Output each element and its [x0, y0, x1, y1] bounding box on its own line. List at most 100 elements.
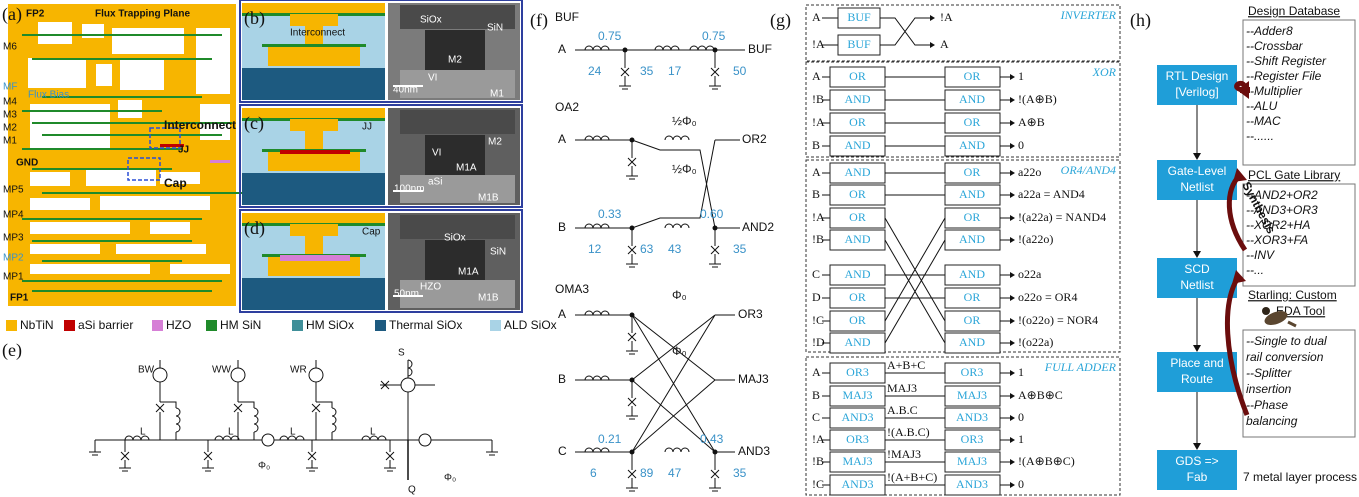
list-item: insertion	[1246, 382, 1292, 396]
wire	[215, 436, 239, 440]
wire	[711, 470, 719, 478]
list-item: --Phase	[1246, 398, 1288, 412]
circuit-label: 43	[668, 242, 682, 256]
section-title: FULL ADDER	[1044, 360, 1117, 374]
shape	[196, 28, 230, 94]
circuit-label: A	[558, 132, 566, 146]
wire	[585, 136, 609, 140]
legend-swatch	[292, 320, 303, 331]
list-item: --Adder8	[1246, 24, 1293, 38]
circuit-label: A	[558, 42, 566, 56]
circuit-label: C	[558, 444, 567, 458]
shape	[32, 240, 192, 242]
wire	[408, 360, 412, 376]
material-label: SiN	[487, 23, 503, 34]
material-label: SiOx	[420, 15, 442, 26]
shape	[210, 160, 230, 163]
circuit-label: OMA3	[555, 282, 589, 296]
wire	[238, 360, 254, 408]
gate-label: AND	[845, 138, 871, 152]
output-label: a22o	[1018, 165, 1041, 179]
phase-shifter	[419, 434, 431, 446]
material-label: SiN	[490, 247, 506, 258]
wire	[628, 158, 636, 166]
wire	[156, 404, 164, 412]
output-label: o22a	[1018, 267, 1042, 281]
input-label: !A	[812, 115, 825, 129]
circuit-label: 50	[733, 64, 747, 78]
wire	[690, 46, 714, 50]
output-label: 1	[1018, 69, 1024, 83]
layer-label: FP1	[10, 293, 29, 304]
input-label: !B	[812, 92, 824, 106]
output-label: !(A⊕B)	[1018, 92, 1057, 106]
input-label: !C	[812, 477, 824, 491]
circuit-label: 47	[668, 466, 682, 480]
circuit-label: ½Φ₀	[672, 114, 697, 128]
circuit-label: Φ₀	[258, 461, 270, 472]
circuit-label: OR2	[742, 132, 767, 146]
wire	[308, 452, 316, 460]
circuit-label: L	[228, 427, 234, 438]
panel-label: (d)	[244, 218, 265, 239]
input-label: C	[812, 410, 820, 424]
panel-label: (a)	[2, 4, 22, 25]
circuit-label: L	[290, 427, 296, 438]
material-label: Interconnect	[290, 28, 345, 39]
wire	[711, 246, 719, 254]
circuit-label: 0.75	[598, 29, 622, 43]
shape	[28, 58, 86, 88]
material-label: M2	[448, 55, 462, 66]
list-item: balancing	[1246, 414, 1298, 428]
output-label: 0	[1018, 138, 1024, 152]
gate-label: AND	[959, 267, 985, 281]
wire	[486, 452, 498, 455]
gate-label: OR	[849, 69, 866, 83]
shape	[290, 119, 338, 131]
wire	[306, 468, 318, 471]
wire	[312, 404, 320, 412]
legend-label: HM SiN	[220, 318, 261, 332]
wire-label: A.B.C	[887, 403, 918, 417]
gate-label: OR	[964, 313, 981, 327]
arrowhead	[1010, 170, 1015, 176]
gate-label: OR	[964, 69, 981, 83]
circuit-label: Φ₀	[444, 473, 456, 484]
arrowhead	[930, 15, 935, 21]
legend-swatch	[152, 320, 163, 331]
input-label: A	[812, 165, 821, 179]
output-label: 1	[1018, 432, 1024, 446]
shape	[305, 131, 323, 151]
wire	[89, 452, 101, 455]
arrowhead	[1010, 393, 1015, 399]
shape	[42, 260, 182, 262]
circuit-label: L	[140, 427, 146, 438]
arrowhead	[1010, 143, 1015, 149]
node	[623, 48, 628, 53]
panel-label: (b)	[244, 8, 265, 29]
arrowhead	[1193, 345, 1201, 352]
shape	[242, 68, 385, 100]
gate-label: OR	[849, 290, 866, 304]
list-item: --INV	[1246, 248, 1275, 262]
flow-label: Route	[1181, 372, 1213, 386]
wire-label: A+B+C	[887, 358, 925, 372]
flow-label: Gate-Level	[1168, 164, 1227, 178]
shape	[290, 14, 338, 26]
list-title: Design Database	[1248, 4, 1340, 18]
circuit-label: BUF	[555, 10, 579, 24]
shape	[170, 264, 230, 274]
shape	[30, 172, 70, 186]
arrowhead	[1010, 295, 1015, 301]
wire	[628, 333, 636, 341]
layer-label: Flux Bias	[28, 90, 69, 101]
gate-label: OR3	[961, 432, 984, 446]
list-item: --Crossbar	[1246, 39, 1304, 53]
material-label: M2	[488, 137, 502, 148]
list-item: --Splitter	[1246, 366, 1292, 380]
wire	[619, 86, 631, 89]
circuit-label: ½Φ₀	[672, 162, 697, 176]
arrowhead	[1010, 318, 1015, 324]
shape	[118, 100, 142, 118]
gate-label: OR	[849, 187, 866, 201]
